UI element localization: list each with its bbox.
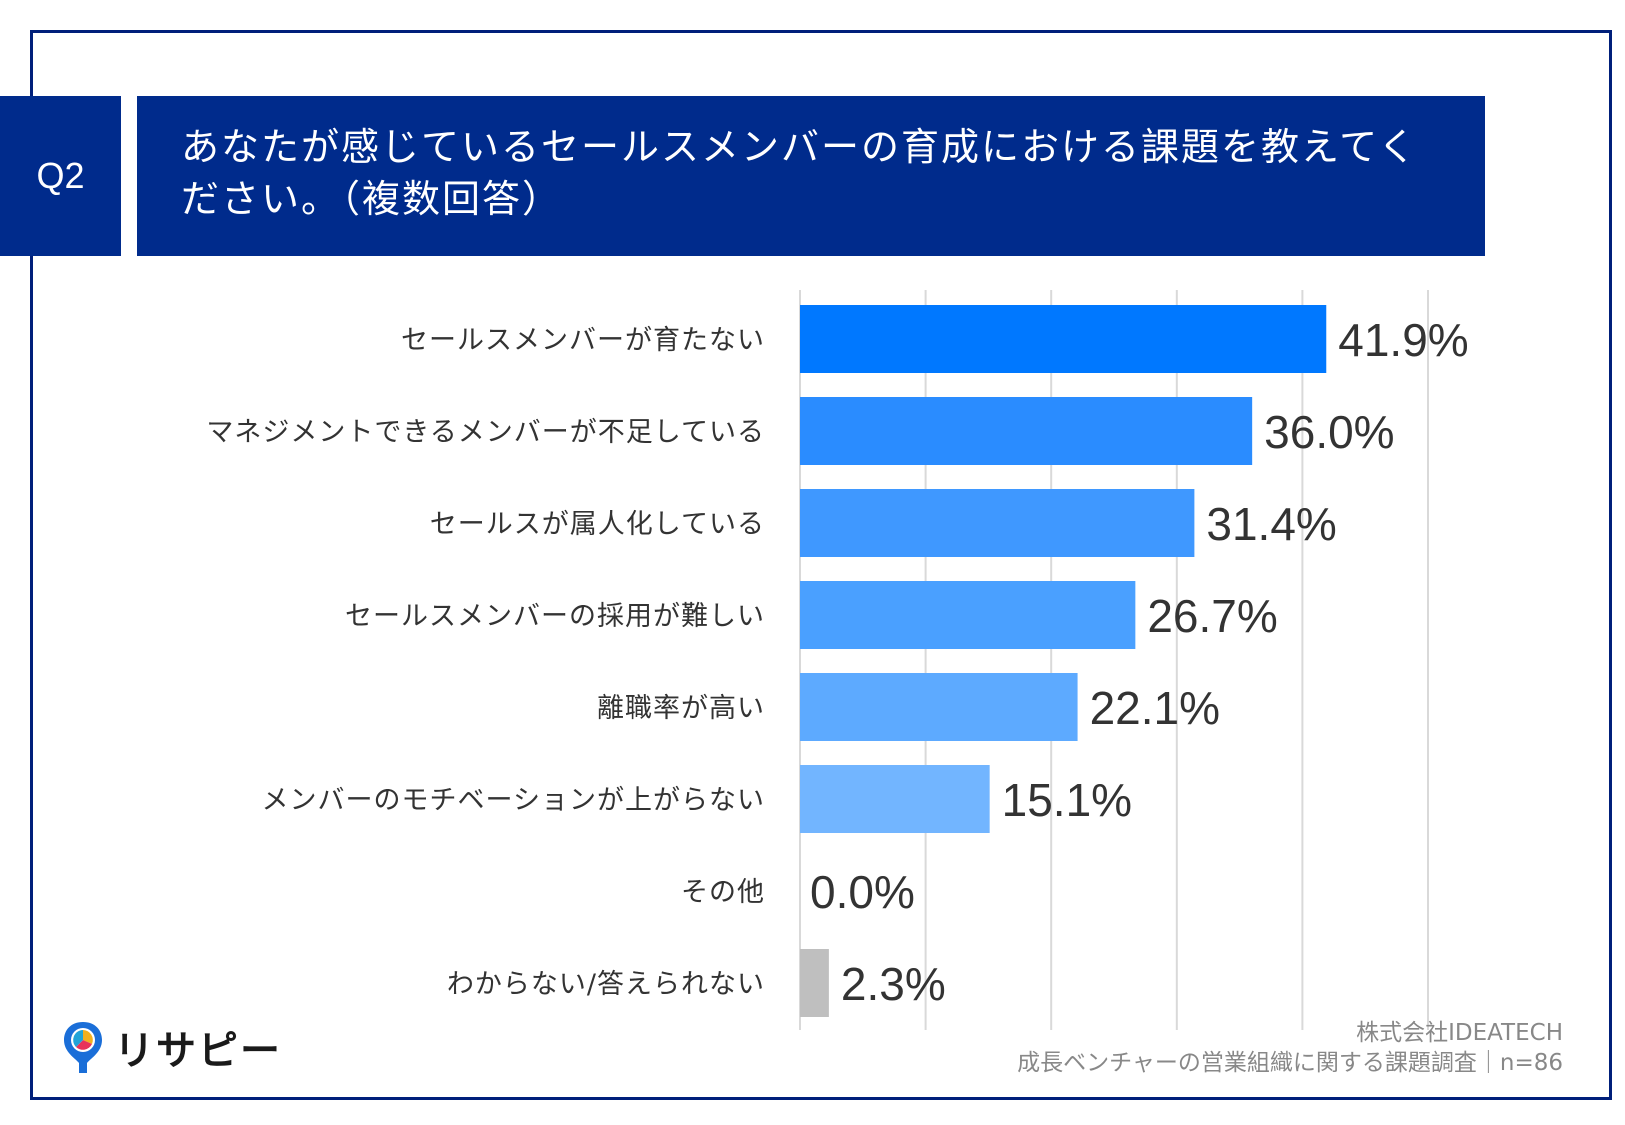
value-label-7: 2.3% [841,958,946,1010]
value-label-5: 15.1% [1002,774,1132,826]
question-number-badge: Q2 [0,96,121,256]
category-label-4: 離職率が高い [597,693,765,724]
value-label-1: 36.0% [1264,406,1394,458]
category-label-0: セールスメンバーが育たない [401,325,765,356]
category-label-6: その他 [681,877,765,908]
category-label-2: セールスが属人化している [430,509,765,540]
category-label-1: マネジメントできるメンバーが不足している [206,417,765,448]
brand-logo: リサピー [60,1018,282,1076]
bar-2 [800,489,1195,557]
value-label-3: 26.7% [1147,590,1277,642]
value-label-2: 31.4% [1206,498,1336,550]
pin-logo-icon [64,1022,102,1073]
bar-7 [800,949,829,1017]
question-title: あなたが感じているセールスメンバーの育成における課題を教えてください。（複数回答… [181,125,1418,221]
value-label-0: 41.9% [1338,314,1468,366]
value-label-6: 0.0% [810,866,915,918]
question-number: Q2 [36,155,85,196]
logo-text: リサピー [114,1028,282,1074]
bar-4 [800,673,1078,741]
bar-5 [800,765,990,833]
source-survey: 成長ベンチャーの営業組織に関する課題調査｜n=86 [1017,1050,1563,1076]
bar-3 [800,581,1136,649]
source-company: 株式会社IDEATECH [1356,1020,1563,1046]
bar-0 [800,305,1327,373]
category-label-3: セールスメンバーの採用が難しい [345,601,765,632]
question-title-banner: あなたが感じているセールスメンバーの育成における課題を教えてください。（複数回答… [137,96,1485,256]
chart-frame [30,30,1612,1100]
bar-1 [800,397,1253,465]
value-label-4: 22.1% [1090,682,1220,734]
category-label-7: わからない/答えられない [447,969,765,1000]
category-label-5: メンバーのモチベーションが上がらない [262,785,765,816]
